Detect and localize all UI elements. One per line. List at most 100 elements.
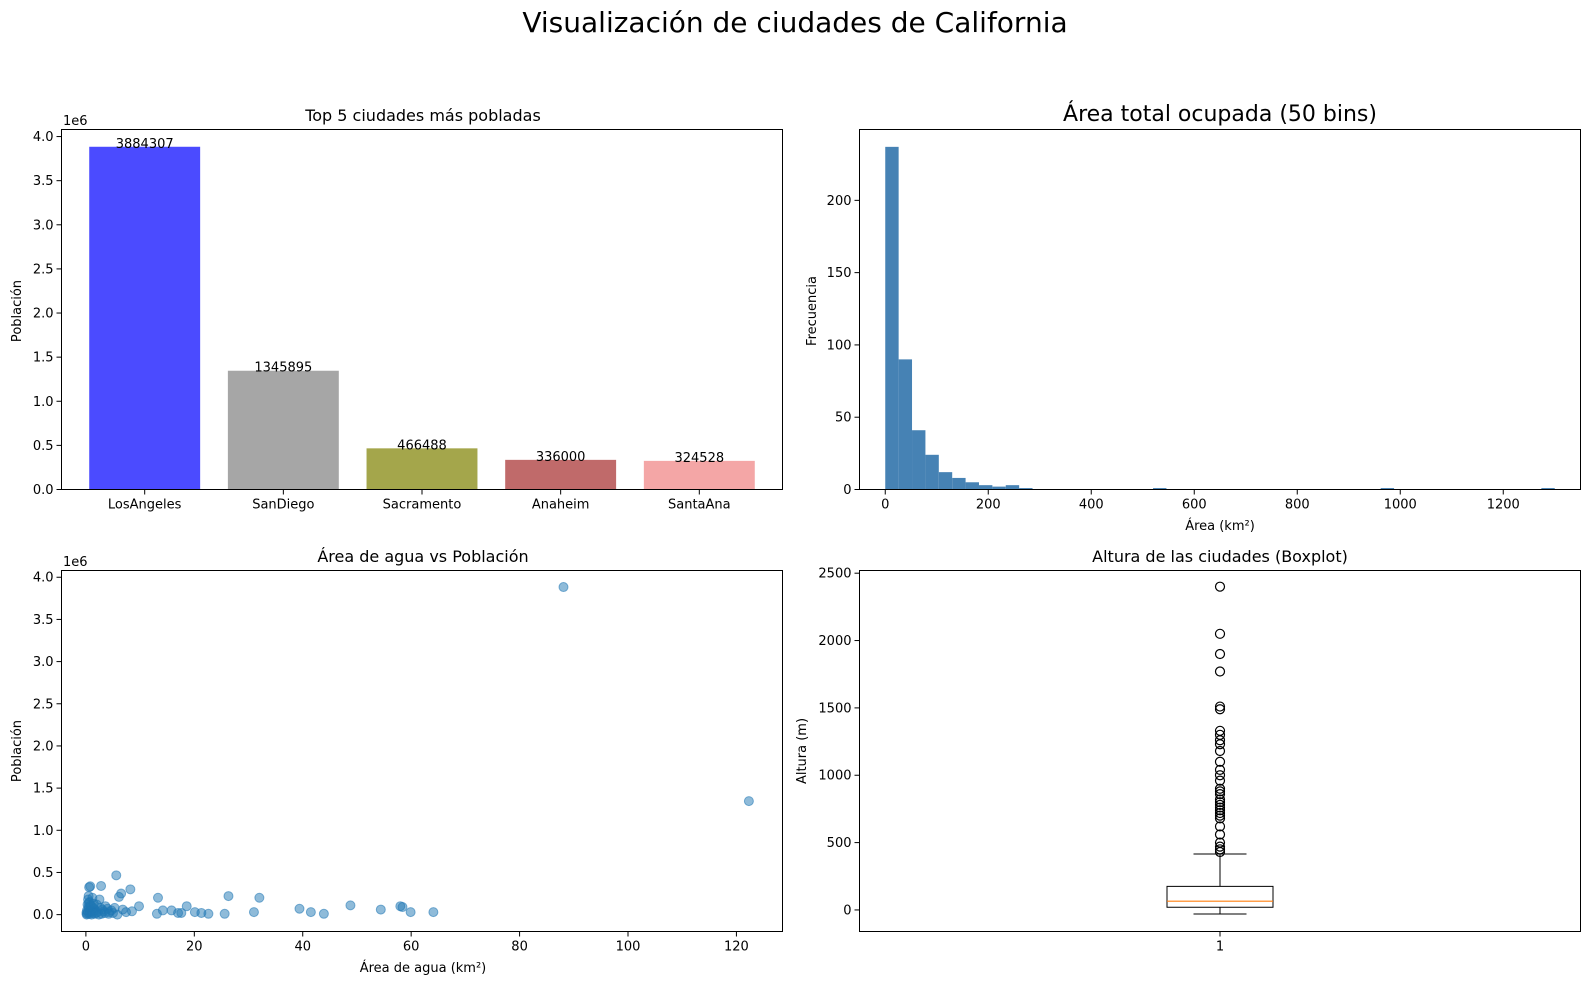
scatter-point — [112, 909, 123, 920]
bar-chart-ytick-label: 4.0 — [33, 130, 54, 145]
boxplot-ytick-label: 1000 — [818, 769, 851, 784]
bar-chart-xtick-label: Anaheim — [532, 498, 590, 513]
bar — [89, 146, 201, 490]
histogram-ytick-label: 100 — [827, 338, 852, 353]
scatter-point — [375, 904, 386, 915]
scatter-point — [134, 901, 145, 912]
bar — [505, 459, 617, 490]
histogram-bar — [978, 485, 993, 490]
scatter-point — [96, 880, 107, 891]
bar-chart-ytick-label: 3.5 — [33, 174, 54, 189]
scatter-xtick-label: 120 — [724, 940, 749, 955]
scatter-point — [203, 908, 214, 919]
scatter-frame — [61, 570, 783, 932]
boxplot-outlier — [1214, 628, 1226, 639]
scatter-point — [248, 907, 259, 918]
scatter-point — [428, 907, 439, 918]
bar-chart-ylabel: Población — [10, 280, 25, 342]
boxplot-outlier — [1214, 704, 1226, 715]
bar-chart-ytick-label: 0.0 — [33, 483, 54, 498]
scatter-point — [125, 884, 136, 895]
boxplot-outlier — [1214, 821, 1226, 832]
bar-value-label: 466488 — [397, 438, 447, 453]
scatter-point — [126, 906, 137, 917]
histogram-xtick-label: 0 — [881, 498, 889, 513]
histogram-xtick-label: 200 — [976, 498, 1001, 513]
histogram-bar — [1153, 488, 1167, 490]
scatter-point — [405, 907, 416, 918]
histogram-bar — [885, 146, 899, 490]
bar-chart-xtick-label: Sacramento — [383, 498, 462, 513]
boxplot-outlier — [1214, 648, 1226, 660]
figure-title: Visualización de ciudades de California — [522, 6, 1067, 39]
bar-chart-panel: Top 5 ciudades más pobladas Población 1e… — [10, 106, 783, 513]
boxplot-outlier — [1214, 789, 1226, 800]
boxplot-outlier — [1214, 813, 1226, 824]
scatter-xtick-label: 80 — [511, 940, 528, 955]
histogram-ytick-label: 0 — [843, 483, 851, 498]
histogram-xtick-label: 1200 — [1487, 498, 1520, 513]
boxplot-outlier — [1214, 794, 1226, 805]
boxplot-outlier — [1214, 770, 1226, 781]
boxplot-outlier — [1214, 581, 1226, 592]
histogram-ytick-label: 50 — [835, 411, 852, 426]
scatter-point — [345, 900, 356, 911]
scatter-xtick-label: 60 — [403, 940, 420, 955]
scatter-plot: 0 20 40 60 80 100 120 0.0 0.5 1.0 1.5 2.0 2.5 3.0 3.5 4… — [33, 571, 754, 955]
scatter-point — [305, 907, 316, 918]
scatter-ytick-label: 2.5 — [33, 697, 54, 712]
bar-chart-xtick-label: LosAngeles — [108, 498, 182, 513]
bar-chart-ytick-label: 1.5 — [33, 351, 54, 366]
histogram-bar — [898, 359, 913, 490]
bar-chart-frame — [61, 129, 783, 490]
boxplot-outlier — [1214, 775, 1226, 786]
scatter-xtick-label: 0 — [82, 940, 90, 955]
boxplot-outlier — [1214, 805, 1226, 816]
boxplot-xtick-label: 1 — [1216, 940, 1224, 955]
histogram-bar — [1019, 488, 1033, 490]
scatter-point — [397, 902, 408, 913]
boxplot-outlier — [1214, 846, 1226, 858]
scatter-point — [743, 796, 754, 807]
scatter-title: Área de agua vs Población — [317, 547, 528, 566]
histogram-bar — [1380, 488, 1395, 490]
scatter-offset-label: 1e6 — [63, 555, 88, 570]
bar-chart-title: Top 5 ciudades más pobladas — [304, 106, 541, 125]
boxplot-outlier — [1214, 797, 1226, 808]
scatter-point — [103, 908, 114, 919]
bar-value-label: 336000 — [536, 450, 586, 465]
boxplot-outlier — [1214, 756, 1226, 767]
histogram-bar — [992, 486, 1006, 490]
boxplot-ylabel: Altura (m) — [795, 718, 810, 784]
boxplot-title: Altura de las ciudades (Boxplot) — [1092, 547, 1348, 566]
scatter-point — [254, 892, 265, 903]
scatter-ytick-label: 3.5 — [33, 613, 54, 628]
histogram-bar — [1541, 488, 1555, 490]
boxplot-outlier — [1214, 802, 1226, 813]
bar-chart-plot: 3884307 LosAngeles 1345895 SanDiego 466488 Sa… — [33, 130, 755, 513]
scatter-ytick-label: 2.0 — [33, 739, 54, 754]
histogram-xtick-label: 400 — [1079, 498, 1104, 513]
scatter-ylabel: Población — [10, 720, 25, 782]
boxplot-frame — [859, 570, 1581, 932]
boxplot-box — [1166, 885, 1274, 908]
histogram-frame — [859, 129, 1581, 490]
bar-chart-xtick-label: SantaAna — [668, 498, 731, 513]
histogram-ytick-label: 200 — [827, 194, 852, 209]
histogram-xtick-label: 800 — [1285, 498, 1310, 513]
bar — [227, 370, 339, 490]
boxplot-outlier — [1214, 783, 1226, 794]
scatter-point — [318, 908, 329, 919]
bar — [643, 460, 755, 490]
scatter-xtick-label: 40 — [294, 940, 311, 955]
scatter-ytick-label: 1.0 — [33, 824, 54, 839]
histogram-bar — [912, 430, 926, 490]
scatter-point — [111, 870, 122, 881]
boxplot-ytick-label: 0 — [843, 903, 851, 918]
scatter-panel: Área de agua vs Población Población Área… — [10, 547, 783, 976]
scatter-point — [558, 582, 569, 593]
boxplot-outlier — [1214, 764, 1226, 775]
histogram-ylabel: Frecuencia — [805, 276, 820, 346]
scatter-point — [176, 907, 187, 918]
